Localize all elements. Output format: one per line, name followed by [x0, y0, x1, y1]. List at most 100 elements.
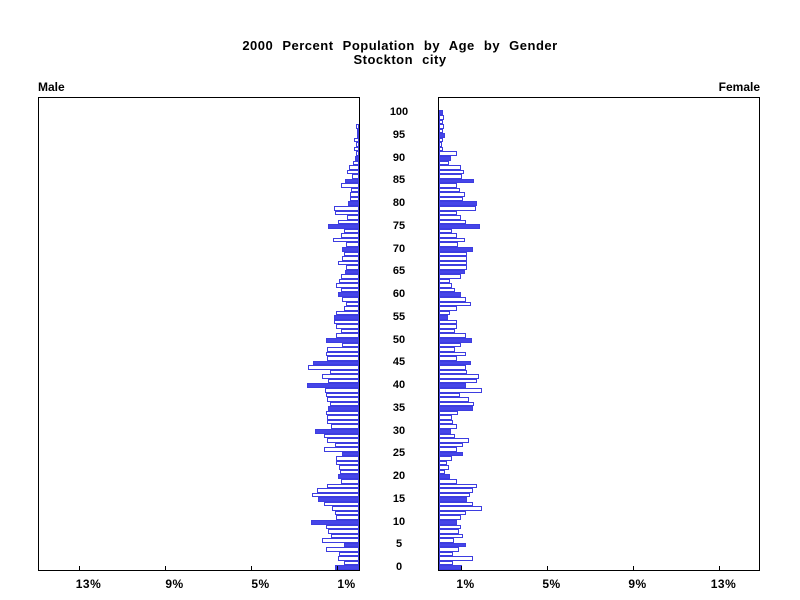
age-tick-label-65: 65	[392, 265, 406, 278]
female-bar-age-17	[439, 488, 474, 493]
male-bar-age-46	[327, 356, 359, 361]
female-bar-age-9	[439, 524, 462, 530]
female-bar-age-79	[439, 206, 476, 211]
male-bar-age-88	[348, 165, 359, 170]
female-bar-age-74	[439, 228, 453, 234]
female-bar-age-29	[439, 433, 455, 439]
male-bar-age-53	[336, 324, 359, 329]
female-bar-age-48	[439, 347, 455, 352]
female-bar-age-20	[439, 474, 450, 479]
female-bar-age-78	[439, 210, 457, 216]
male-bar-age-69	[343, 251, 359, 257]
female-bar-age-6	[439, 538, 455, 543]
male-bar-age-36	[329, 401, 359, 407]
male-bar-age-22	[339, 465, 359, 470]
male-bar-age-13	[332, 506, 359, 511]
female-bar-age-96	[439, 128, 443, 134]
female-bar-age-69	[439, 251, 468, 257]
male-panel-header: Male	[38, 80, 65, 94]
female-bar-age-87	[439, 169, 464, 175]
male-bar-age-85	[345, 178, 359, 184]
male-bar-age-20	[338, 474, 359, 479]
age-tick-label-20: 20	[392, 470, 406, 483]
female-x-tick-label-13: 13%	[710, 577, 737, 591]
female-bar-age-81	[439, 196, 463, 202]
male-bar-age-94	[354, 137, 359, 143]
male-x-tick-label-5: 5%	[251, 577, 270, 591]
female-bar-age-4	[439, 547, 460, 552]
female-bar-age-86	[439, 174, 462, 179]
male-bar-age-9	[325, 524, 359, 530]
female-x-tick-label-5: 5%	[542, 577, 561, 591]
male-bar-age-31	[330, 424, 359, 429]
female-bar-age-18	[439, 483, 477, 489]
male-x-axis-tick-9	[164, 566, 166, 570]
male-bar-age-76	[337, 219, 359, 225]
female-bar-age-42	[439, 374, 479, 379]
female-bar-age-27	[439, 442, 464, 448]
age-tick-label-80: 80	[392, 197, 406, 210]
male-bar-age-5	[344, 542, 359, 548]
female-x-axis-tick-5	[546, 566, 548, 570]
female-bar-age-7	[439, 533, 464, 539]
female-bar-age-14	[439, 501, 474, 507]
male-bar-age-48	[327, 347, 359, 352]
male-bar-age-92	[354, 146, 359, 152]
female-bar-age-12	[439, 510, 466, 516]
male-x-axis-tick-13	[78, 566, 80, 570]
male-bar-age-37	[327, 397, 359, 402]
male-bar-age-40	[306, 383, 359, 388]
male-x-tick-label-13: 13%	[75, 577, 102, 591]
female-bar-age-89	[439, 160, 449, 166]
male-bar-age-56	[336, 310, 359, 316]
male-plot-area	[39, 98, 359, 570]
age-tick-label-30: 30	[392, 424, 406, 437]
female-bar-age-16	[439, 492, 470, 498]
male-bar-age-45	[313, 360, 359, 366]
male-bar-age-59	[341, 297, 359, 302]
female-bar-age-68	[439, 256, 467, 261]
female-bar-age-58	[439, 301, 472, 307]
female-bar-age-76	[439, 219, 466, 225]
age-tick-label-55: 55	[392, 310, 406, 323]
female-bar-age-98	[439, 119, 443, 125]
female-bar-age-55	[439, 315, 449, 320]
female-bar-age-1	[439, 560, 453, 566]
male-bar-age-12	[334, 510, 359, 516]
female-bar-age-33	[439, 415, 453, 420]
age-tick-label-90: 90	[392, 151, 406, 164]
female-x-axis-tick-1	[460, 566, 462, 570]
female-bar-age-10	[439, 519, 457, 525]
male-bar-age-81	[349, 196, 359, 202]
male-bar-age-54	[334, 319, 359, 325]
female-bar-age-47	[439, 351, 466, 357]
female-bar-age-80	[439, 201, 478, 206]
male-bar-age-51	[336, 333, 359, 338]
male-bar-age-84	[340, 183, 359, 188]
male-bar-age-97	[355, 124, 359, 129]
female-bar-age-91	[439, 151, 457, 156]
female-bar-age-70	[439, 246, 474, 252]
male-bar-age-62	[336, 283, 359, 288]
female-bar-age-32	[439, 419, 454, 425]
female-bar-age-99	[439, 115, 444, 120]
female-x-tick-label-9: 9%	[628, 577, 647, 591]
male-bar-age-86	[352, 174, 359, 179]
female-bar-age-28	[439, 438, 470, 443]
female-bar-age-66	[439, 265, 467, 270]
age-tick-label-95: 95	[392, 128, 406, 141]
age-tick-label-45: 45	[392, 356, 406, 369]
female-bar-age-38	[439, 392, 461, 398]
male-bar-age-90	[354, 155, 359, 161]
female-bar-age-73	[439, 233, 457, 238]
age-tick-label-5: 5	[395, 538, 403, 551]
female-bar-age-77	[439, 215, 461, 220]
male-bar-age-55	[334, 315, 359, 320]
male-bar-age-7	[330, 533, 359, 539]
male-bar-age-19	[340, 479, 359, 484]
female-bar-age-56	[439, 310, 450, 316]
female-bar-age-54	[439, 319, 458, 325]
male-bar-age-6	[322, 538, 359, 543]
male-bar-age-82	[349, 192, 359, 197]
female-bar-age-88	[439, 165, 461, 170]
